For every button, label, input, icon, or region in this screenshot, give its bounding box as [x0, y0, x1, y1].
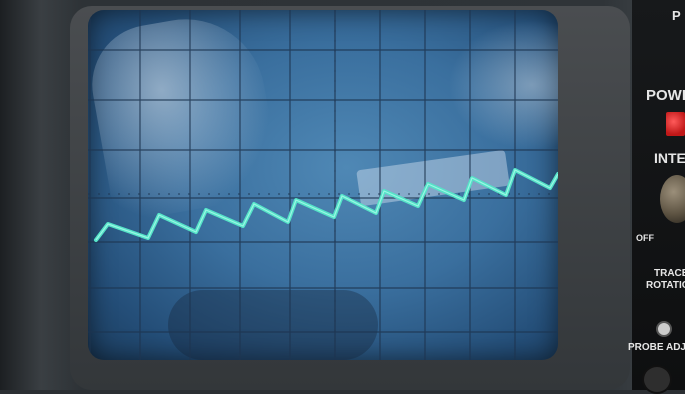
trace-rotation-label-line2: ROTATION	[646, 280, 685, 291]
off-label: OFF	[636, 233, 654, 243]
waveform-trace	[94, 168, 558, 242]
graticule	[88, 10, 558, 360]
panel-top-label: P	[672, 8, 681, 23]
control-panel: P POWE INTE OFF TRACE ROTATION PROBE ADJ	[628, 0, 685, 394]
trace-rotation-label: TRACE	[654, 268, 685, 279]
hand-reflection-right	[448, 20, 558, 150]
knob-icon[interactable]	[660, 175, 685, 223]
shadow-reflection	[168, 290, 378, 360]
intensity-label: INTE	[654, 150, 685, 166]
screw-icon[interactable]	[656, 321, 672, 337]
red-led-icon	[666, 112, 685, 136]
power-label: POWE	[646, 87, 685, 104]
oscilloscope-screen	[88, 10, 558, 360]
probe-adjust-label: PROBE ADJ	[628, 342, 685, 353]
